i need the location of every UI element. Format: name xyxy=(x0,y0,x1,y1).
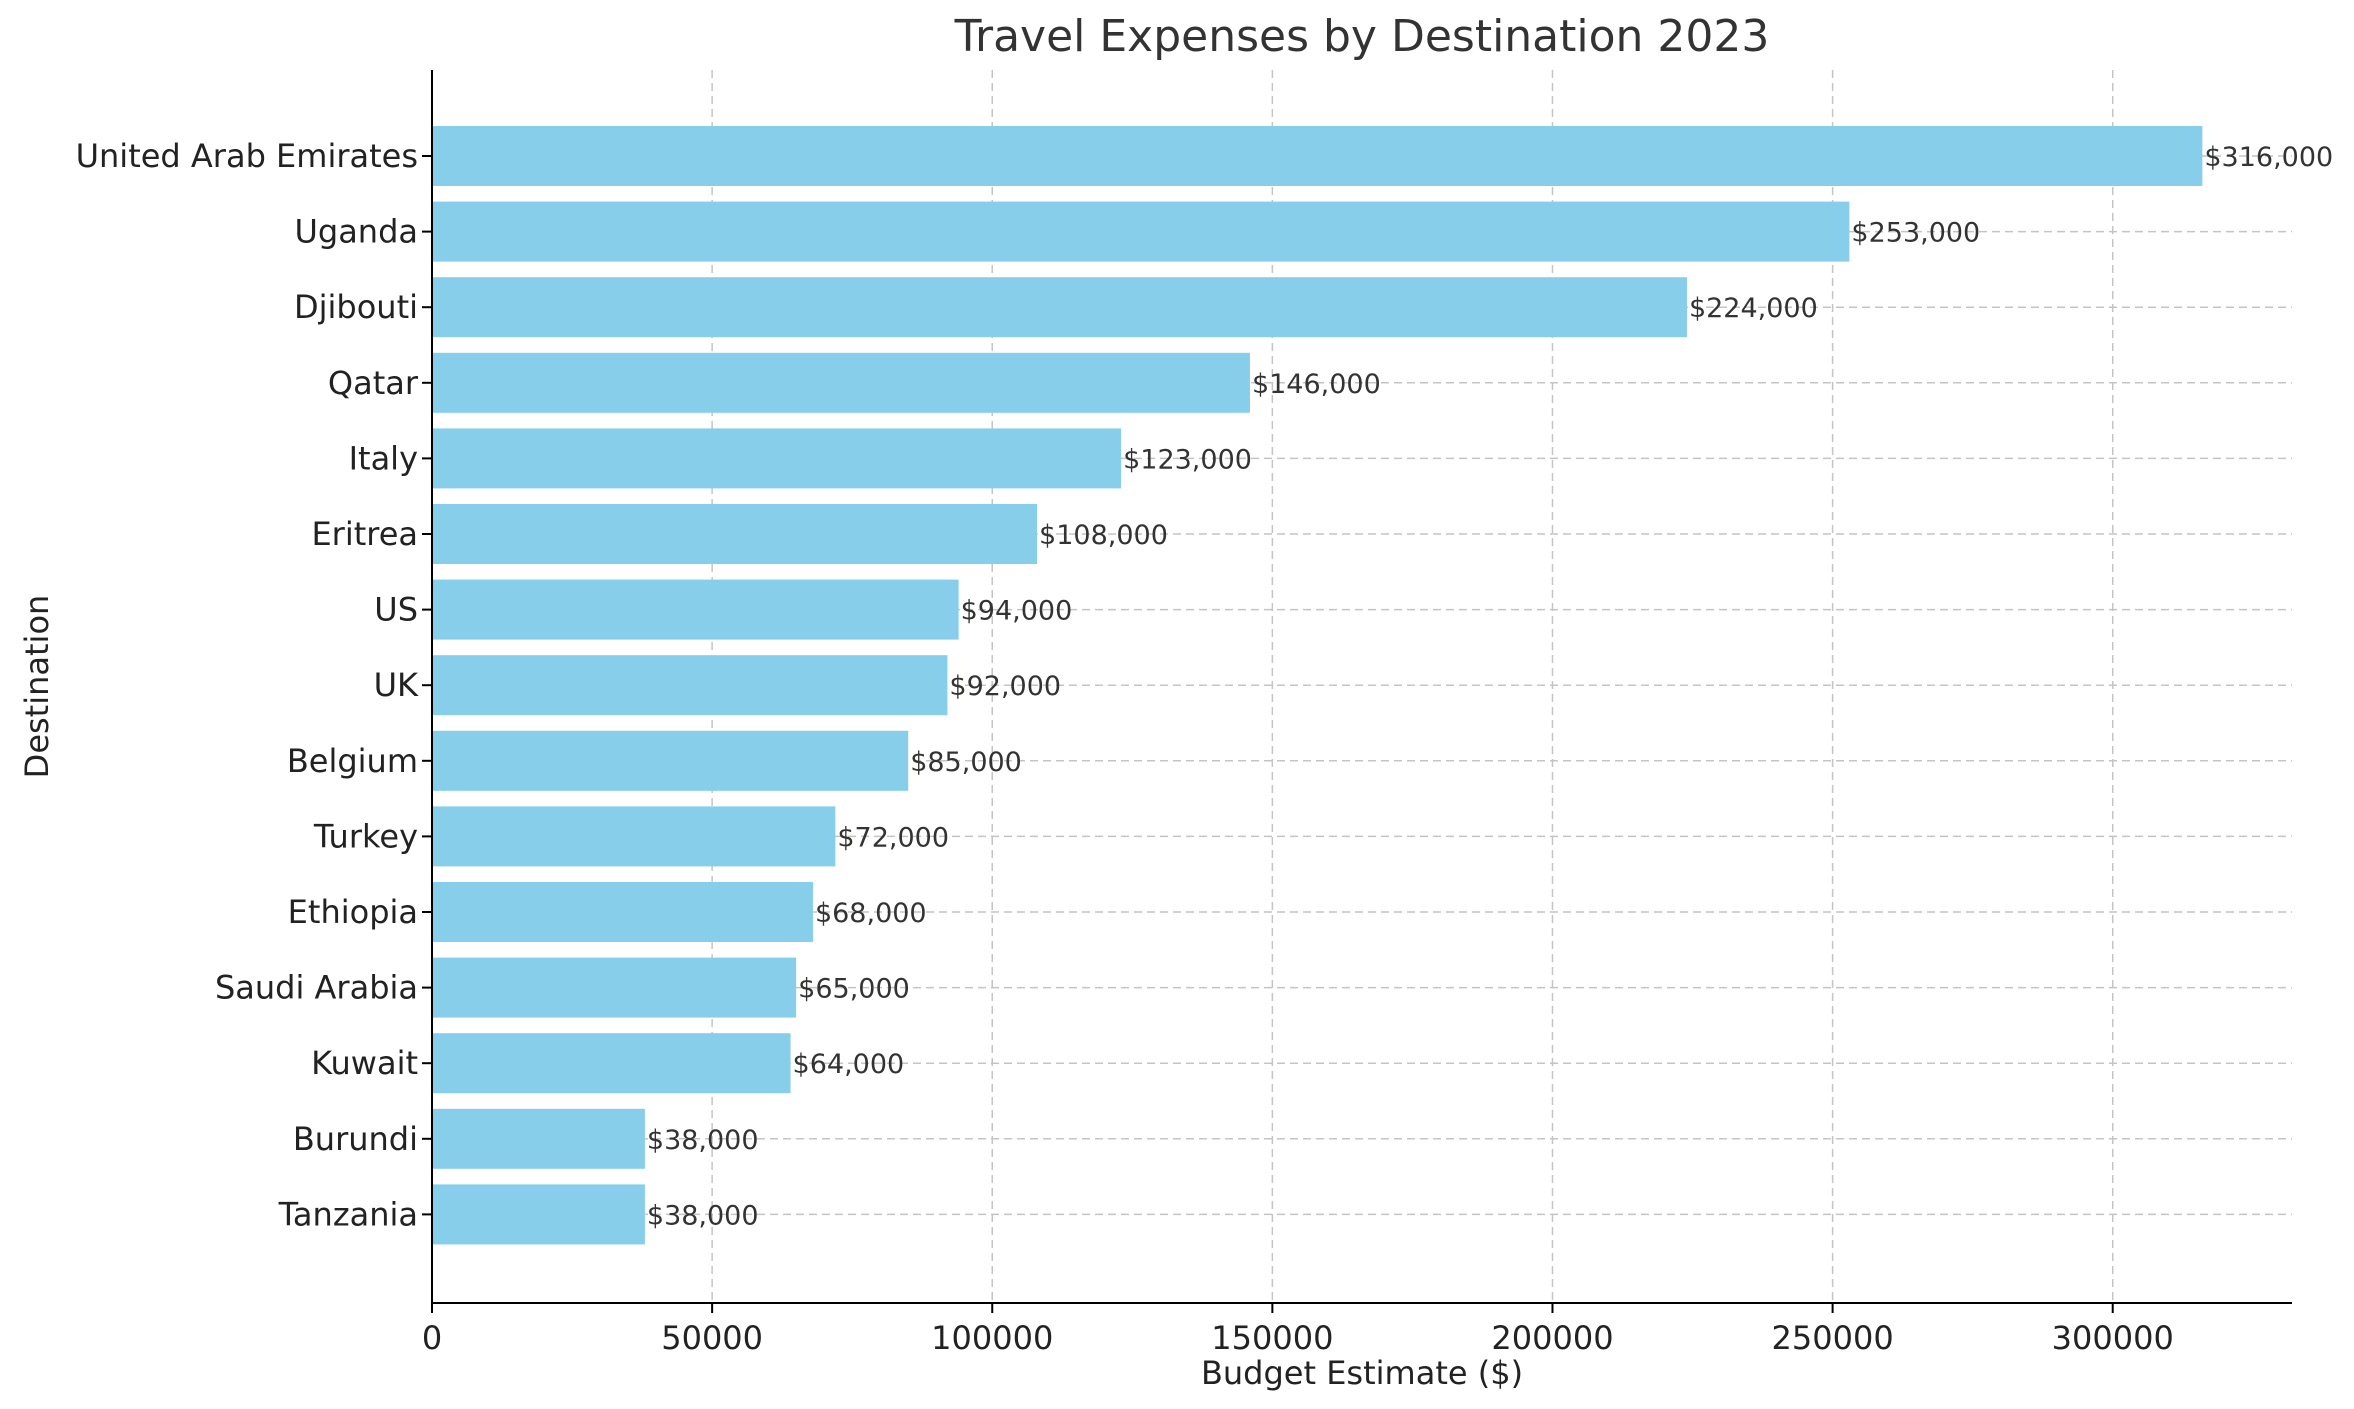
y-tick-label: Ethiopia xyxy=(288,893,418,931)
y-tick-label: Saudi Arabia xyxy=(215,969,418,1007)
y-tick-label: Uganda xyxy=(294,213,418,251)
axes xyxy=(431,70,2292,1304)
x-tick-label: 250000 xyxy=(1772,1319,1894,1357)
data-label: $146,000 xyxy=(1252,369,1381,400)
y-tick-label: Kuwait xyxy=(311,1044,418,1082)
data-label: $224,000 xyxy=(1689,293,1818,324)
x-tick-labels: 0 50000 100000 150000 200000 250000 300000 xyxy=(422,1303,2174,1357)
bar xyxy=(432,806,836,867)
bar xyxy=(432,126,2203,186)
data-label: $38,000 xyxy=(647,1125,759,1156)
chart-title: Travel Expenses by Destination 2023 xyxy=(954,11,1770,62)
data-label: $253,000 xyxy=(1851,218,1980,249)
y-tick-labels: United Arab Emirates Uganda Djibouti Qatar I… xyxy=(76,137,432,1233)
bar xyxy=(432,882,813,942)
y-tick-label: UK xyxy=(374,666,419,704)
x-tick-label: 200000 xyxy=(1491,1319,1613,1357)
y-tick-label: US xyxy=(374,591,418,629)
y-tick-label: Turkey xyxy=(313,817,418,855)
y-tick-label: Tanzania xyxy=(278,1195,418,1233)
bar xyxy=(432,428,1122,489)
y-tick-label: Belgium xyxy=(287,742,418,780)
data-label: $64,000 xyxy=(793,1049,905,1080)
y-tick-label: Djibouti xyxy=(294,288,418,326)
data-label: $65,000 xyxy=(798,974,910,1005)
bar xyxy=(432,579,959,640)
y-tick-label: Qatar xyxy=(328,364,419,402)
bar xyxy=(432,201,1850,262)
bar xyxy=(432,1108,645,1169)
bar xyxy=(432,730,909,791)
x-tick-label: 50000 xyxy=(661,1319,763,1357)
bar xyxy=(432,277,1687,338)
bar xyxy=(432,1033,791,1094)
x-tick-label: 100000 xyxy=(931,1319,1053,1357)
x-tick-label: 0 xyxy=(422,1319,442,1357)
data-labels: $316,000 $253,000 $224,000 $146,000 $123,000… xyxy=(647,142,2333,1231)
x-tick-label: 150000 xyxy=(1211,1319,1333,1357)
data-label: $108,000 xyxy=(1039,520,1168,551)
x-axis-label: Budget Estimate ($) xyxy=(1201,1354,1523,1392)
data-label: $68,000 xyxy=(815,898,927,929)
y-axis-label: Destination xyxy=(18,595,56,779)
y-tick-label: Burundi xyxy=(293,1120,418,1158)
data-label: $316,000 xyxy=(2204,142,2333,173)
y-tick-label: Eritrea xyxy=(311,515,418,553)
bar xyxy=(432,352,1250,413)
data-label: $92,000 xyxy=(949,671,1061,702)
data-label: $123,000 xyxy=(1123,444,1252,475)
y-tick-label: Italy xyxy=(349,439,418,477)
x-tick-label: 300000 xyxy=(2052,1319,2174,1357)
y-tick-label: United Arab Emirates xyxy=(76,137,418,175)
data-label: $85,000 xyxy=(910,747,1022,778)
bar xyxy=(432,957,797,1018)
data-label: $72,000 xyxy=(837,822,949,853)
bars xyxy=(432,126,2203,1245)
data-label: $94,000 xyxy=(961,596,1073,627)
data-label: $38,000 xyxy=(647,1200,759,1231)
bar xyxy=(432,1184,645,1245)
bar xyxy=(432,655,948,716)
bar xyxy=(432,504,1038,564)
